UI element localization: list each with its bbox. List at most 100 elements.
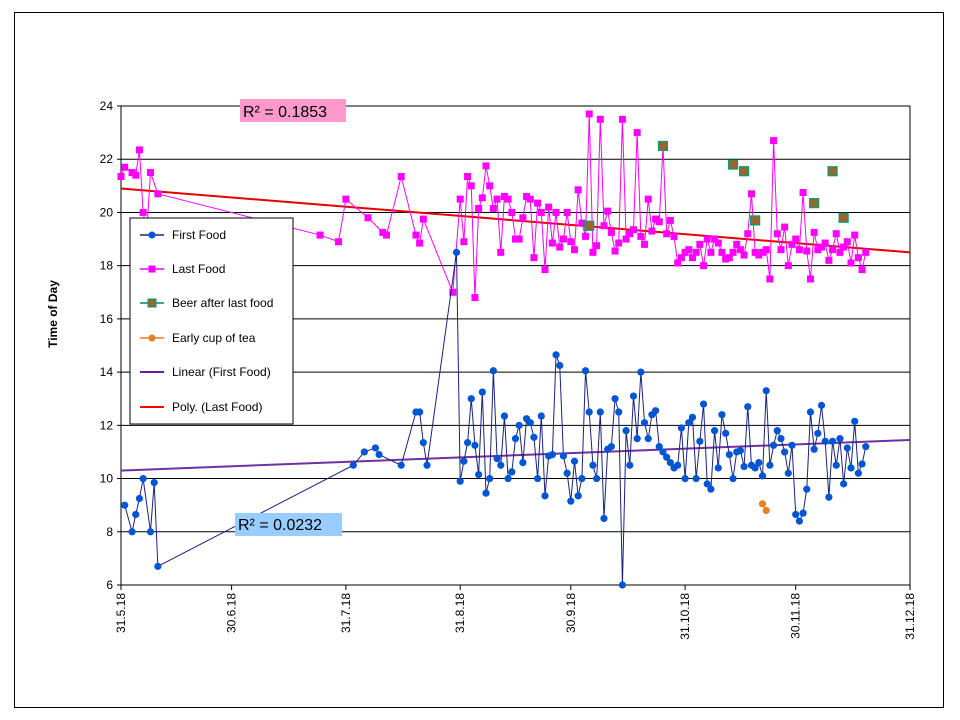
data-point — [559, 235, 567, 243]
data-point — [139, 208, 147, 216]
data-point — [567, 497, 575, 505]
data-point — [364, 214, 372, 222]
data-point — [799, 188, 807, 196]
data-point — [452, 248, 461, 256]
data-point — [711, 235, 719, 243]
data-point — [707, 248, 715, 256]
data-point — [843, 444, 851, 452]
data-point — [478, 388, 486, 396]
data-point — [751, 464, 759, 472]
data-point — [371, 444, 379, 452]
data-point — [622, 427, 630, 435]
data-point — [515, 235, 523, 243]
xtick-label: 30.11.18 — [789, 593, 803, 639]
data-point — [677, 254, 685, 262]
data-point — [593, 474, 601, 483]
data-point — [556, 361, 564, 370]
data-point — [545, 203, 553, 211]
data-point — [511, 435, 520, 443]
trendline-linear-first-food — [120, 438, 911, 472]
legend-label: First Food — [172, 228, 226, 242]
data-point — [534, 199, 542, 207]
data-point — [832, 230, 840, 238]
series-group — [117, 110, 870, 589]
data-point — [416, 239, 424, 247]
data-point — [574, 492, 582, 500]
xtick-label: 31.7.18 — [339, 593, 353, 633]
legend-label: Early cup of tea — [172, 331, 256, 345]
data-point — [570, 457, 579, 465]
series-first-food — [121, 248, 870, 589]
data-point — [489, 204, 497, 212]
data-point — [657, 140, 669, 152]
data-point — [685, 246, 693, 254]
ytick-label: 6 — [106, 578, 113, 592]
data-point — [530, 254, 538, 262]
data-point — [862, 248, 870, 256]
data-point — [740, 251, 748, 259]
data-point — [858, 460, 866, 468]
legend-box — [129, 217, 294, 425]
data-point — [633, 129, 641, 137]
data-point — [519, 214, 527, 222]
legend-item-6: Poly. (Last Food) — [140, 400, 262, 414]
legend: First Food Last Food Beer after last food E… — [129, 217, 294, 425]
data-point — [464, 173, 472, 181]
data-point — [792, 235, 800, 243]
legend-label: Poly. (Last Food) — [172, 400, 262, 414]
data-point — [128, 528, 136, 536]
legend-item-4: Early cup of tea — [140, 331, 256, 345]
data-point — [688, 254, 696, 262]
data-point — [523, 192, 531, 200]
data-point — [758, 500, 767, 508]
data-point — [423, 461, 431, 469]
data-point — [759, 248, 767, 256]
data-point — [335, 238, 343, 246]
ytick-label: 12 — [100, 418, 114, 432]
data-point — [803, 485, 811, 493]
data-point — [154, 562, 162, 570]
ytick-label: 18 — [100, 259, 114, 273]
data-point — [146, 169, 154, 177]
data-point — [792, 510, 800, 519]
data-point — [827, 166, 838, 177]
data-point — [629, 226, 637, 234]
data-point — [475, 470, 483, 479]
data-point — [117, 173, 125, 181]
trendline-poly-last-food — [120, 187, 911, 254]
data-point — [508, 208, 516, 216]
data-point — [552, 351, 560, 359]
data-point — [714, 464, 722, 472]
r2-first-food-text: R² = 0.0232 — [238, 517, 322, 534]
data-point — [504, 474, 512, 483]
xtick-label: 30.6.18 — [225, 593, 239, 633]
data-point — [570, 246, 578, 254]
data-point — [718, 248, 726, 256]
data-point — [681, 248, 689, 256]
data-point — [788, 441, 796, 449]
series-last-food — [117, 110, 870, 302]
data-point — [618, 115, 626, 123]
data-point — [755, 458, 763, 467]
ytick-label: 22 — [100, 152, 114, 166]
data-point — [758, 472, 767, 480]
data-point — [817, 401, 826, 409]
data-point — [832, 461, 840, 469]
data-point — [809, 198, 820, 209]
data-point — [821, 239, 829, 247]
data-point — [766, 461, 774, 469]
r2-first-food-bg — [235, 513, 342, 536]
data-point — [806, 275, 814, 283]
data-point — [537, 208, 545, 216]
data-point — [663, 230, 671, 238]
legend-marker — [147, 298, 157, 308]
data-point — [135, 494, 144, 503]
data-point — [777, 246, 785, 254]
data-point — [596, 115, 604, 123]
data-point — [729, 248, 737, 256]
data-point — [688, 413, 697, 421]
data-point — [736, 246, 744, 254]
data-point — [781, 448, 789, 456]
data-point — [795, 246, 803, 254]
data-point — [150, 478, 158, 487]
